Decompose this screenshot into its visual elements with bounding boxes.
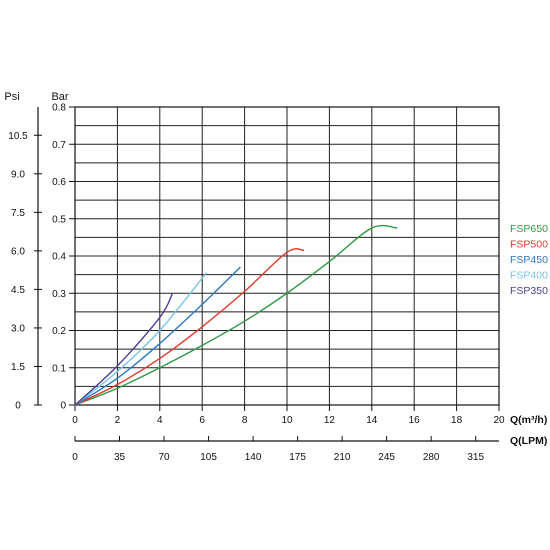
- legend-entry-fsp400: FSP400: [510, 270, 548, 282]
- legend-entry-fsp500: FSP500: [510, 239, 548, 251]
- x-tick-label: 4: [157, 415, 163, 426]
- x-axis-label: Q(m³/h): [510, 414, 547, 426]
- bar-tick-label: 0: [60, 401, 66, 412]
- psi-tick-label: 6.0: [11, 246, 25, 257]
- psi-tick-label: 7.5: [11, 208, 25, 219]
- legend-entry-fsp450: FSP450: [510, 254, 548, 266]
- bar-tick-label: 0.4: [52, 252, 66, 263]
- psi-tick-label: 0: [15, 401, 21, 412]
- curve-fsp450: [74, 266, 241, 406]
- psi-tick-label: 1.5: [11, 362, 25, 373]
- x-tick-label: 14: [366, 415, 378, 426]
- lpm-tick-label: 35: [114, 452, 126, 463]
- curve-fsp350: [74, 292, 174, 406]
- bar-tick-label: 0.3: [52, 289, 66, 300]
- lpm-axis-label: Q(LPM): [510, 435, 547, 447]
- psi-tick-label: 3.0: [11, 323, 25, 334]
- x-tick-label: 0: [72, 415, 78, 426]
- bar-tick-label: 0.1: [52, 363, 66, 374]
- psi-tick-label: 10.5: [8, 131, 28, 142]
- bar-tick-label: 0.6: [52, 177, 66, 188]
- bar-tick-label: 0.5: [52, 214, 66, 225]
- lpm-tick-label: 70: [158, 452, 170, 463]
- chart-grid: [74, 106, 500, 406]
- x-tick-label: 20: [493, 415, 505, 426]
- x-tick-label: 12: [324, 415, 336, 426]
- lpm-tick-label: 175: [289, 452, 306, 463]
- x-tick-label: 8: [242, 415, 248, 426]
- x-tick-label: 6: [199, 415, 205, 426]
- x-tick-label: 2: [115, 415, 121, 426]
- bar-tick-label: 0.8: [52, 103, 66, 114]
- x-tick-label: 18: [451, 415, 463, 426]
- lpm-tick-label: 0: [72, 452, 78, 463]
- lpm-tick-label: 245: [378, 452, 395, 463]
- x-tick-label: 10: [281, 415, 293, 426]
- lpm-tick-label: 140: [245, 452, 262, 463]
- lpm-tick-label: 280: [423, 452, 440, 463]
- x-tick-label: 16: [409, 415, 421, 426]
- curve-fsp400: [74, 272, 207, 406]
- bar-tick-label: 0.2: [52, 326, 66, 337]
- lpm-tick-label: 315: [467, 452, 484, 463]
- legend-entry-fsp350: FSP350: [510, 285, 548, 297]
- chart-legend: FSP650 FSP500 FSP450 FSP400 FSP350: [510, 223, 548, 297]
- legend-entry-fsp650: FSP650: [510, 223, 548, 235]
- curve-fsp500: [74, 248, 305, 406]
- lpm-tick-label: 210: [334, 452, 351, 463]
- curve-fsp650: [74, 224, 398, 406]
- bar-axis-label: Bar: [51, 91, 68, 103]
- psi-tick-label: 4.5: [11, 285, 25, 296]
- psi-axis-label: Psi: [4, 91, 19, 103]
- bar-tick-label: 0.7: [52, 140, 66, 151]
- psi-tick-label: 9.0: [11, 169, 25, 180]
- chart-curves: [74, 224, 398, 406]
- lpm-tick-label: 105: [200, 452, 217, 463]
